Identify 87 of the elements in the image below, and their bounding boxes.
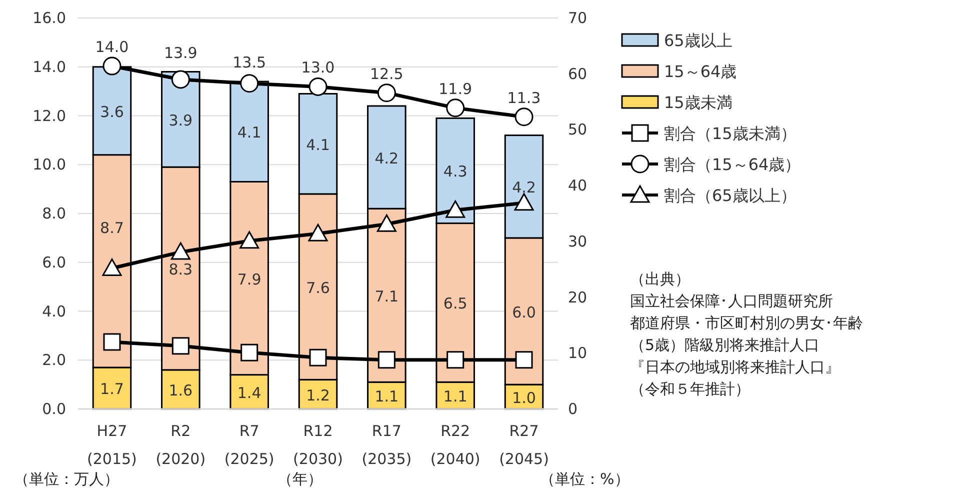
point <box>446 351 464 369</box>
x-tick-label: R27 (2045) <box>499 422 549 468</box>
x-tick-label: R22 (2040) <box>430 422 480 468</box>
y2-tick-label: 0 <box>568 400 578 418</box>
legend-label: 15～64歳 <box>664 62 737 81</box>
total-label: 11.9 <box>438 80 472 98</box>
y2-tick-label: 50 <box>568 120 588 139</box>
data-label: 4.2 <box>512 178 536 197</box>
data-label: 4.1 <box>306 136 330 154</box>
text: （令和５年推計） <box>630 380 750 398</box>
point <box>171 70 190 89</box>
data-label: 3.9 <box>168 111 193 130</box>
point <box>240 344 258 362</box>
point <box>446 98 465 118</box>
legend-label: 割合（65歳以上） <box>664 186 796 205</box>
point <box>240 231 260 249</box>
point <box>102 56 122 76</box>
x-tick-label: R12 (2030) <box>293 422 343 468</box>
y-tick-label: 6.0 <box>42 253 66 272</box>
total-label: 13.9 <box>164 44 198 62</box>
total-label: 13.5 <box>232 54 266 72</box>
data-label: 1.7 <box>100 380 124 398</box>
y-tick-label: 0.0 <box>42 400 66 418</box>
data-label: 1.6 <box>168 381 193 400</box>
total-label: 14.0 <box>95 38 129 56</box>
data-label: 1.1 <box>374 388 399 406</box>
data-label: 7.1 <box>374 287 399 306</box>
point <box>103 333 121 351</box>
total-label: 13.0 <box>301 58 335 77</box>
data-label: 8.7 <box>100 219 124 238</box>
data-label: 3.6 <box>100 102 124 121</box>
data-label: 6.5 <box>443 294 468 313</box>
text: （5歳）階級別将来推計人口 <box>630 336 820 354</box>
point <box>514 193 534 211</box>
point <box>308 77 328 96</box>
y-tick-label: 16.0 <box>32 9 66 27</box>
y2-tick-label: 40 <box>568 176 588 195</box>
x-tick-label: R2 (2020) <box>156 422 206 468</box>
legend-label: 15歳未満 <box>664 93 732 112</box>
text: 『日本の地域別将来推計人口』 <box>630 358 840 376</box>
y2-tick-label: 70 <box>568 9 588 27</box>
y-tick-label: 12.0 <box>32 106 66 125</box>
y-tick-label: 2.0 <box>42 351 66 370</box>
point <box>377 84 396 102</box>
text: （単位：万人） <box>14 470 119 488</box>
data-label: 7.6 <box>306 278 330 297</box>
point <box>170 242 190 260</box>
data-label: 1.4 <box>237 384 262 402</box>
y2-tick-label: 60 <box>568 64 588 83</box>
point <box>308 224 328 242</box>
y-tick-label: 8.0 <box>42 204 66 222</box>
point <box>102 258 122 276</box>
total-label: 12.5 <box>370 64 404 83</box>
y-tick-label: 10.0 <box>32 156 66 174</box>
point <box>376 214 396 232</box>
data-label: 4.1 <box>237 124 262 142</box>
x-tick-label: R7 (2025) <box>224 422 274 468</box>
text: （単位：%） <box>540 470 630 488</box>
y2-tick-label: 20 <box>568 288 588 306</box>
y2-tick-label: 10 <box>568 344 588 362</box>
data-label: 1.1 <box>443 388 468 406</box>
x-tick-label: H27 (2015) <box>87 422 137 468</box>
data-label: 1.2 <box>306 386 330 404</box>
point <box>172 337 190 355</box>
point <box>515 351 533 369</box>
data-label: 4.2 <box>374 149 399 168</box>
point <box>378 351 396 369</box>
y-tick-label: 14.0 <box>32 58 66 76</box>
legend-label: 割合（15～64歳） <box>664 155 801 174</box>
data-label: 7.9 <box>237 270 262 288</box>
x-tick-label: R17 (2035) <box>362 422 412 468</box>
point <box>446 200 466 218</box>
text: （年） <box>278 470 322 488</box>
total-label: 11.3 <box>507 88 541 107</box>
data-label: 4.3 <box>443 162 468 181</box>
data-label: 1.0 <box>512 388 536 407</box>
legend-label: 65歳以上 <box>664 31 732 50</box>
point <box>240 74 259 93</box>
data-label: 8.3 <box>168 260 193 278</box>
text: （出典） <box>630 270 690 288</box>
text: 都道府県・市区町村別の男女･年齢 <box>630 314 863 332</box>
point <box>309 348 327 366</box>
data-label: 6.0 <box>512 303 536 322</box>
legend-label: 割合（15歳未満） <box>664 124 796 143</box>
y2-tick-label: 30 <box>568 232 588 250</box>
text: 国立社会保障･人口問題研究所 <box>630 292 833 310</box>
y-tick-label: 4.0 <box>42 302 66 320</box>
